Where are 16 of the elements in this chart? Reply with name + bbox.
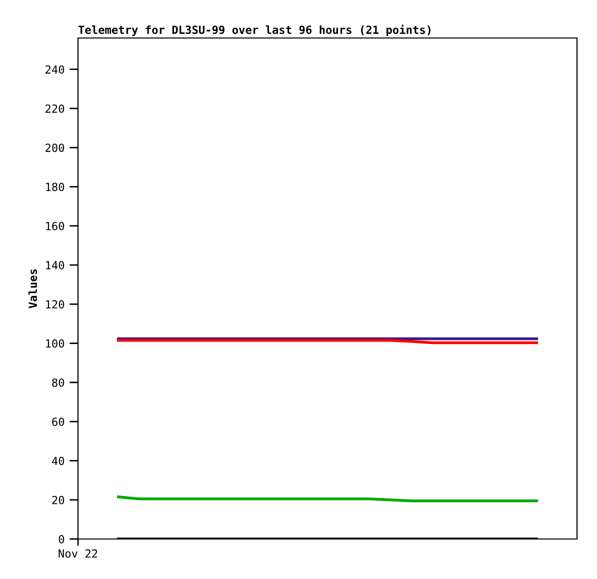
y-tick-label: 220: [46, 104, 64, 113]
y-axis-title: Values: [28, 269, 38, 308]
y-tick-label: 140: [46, 261, 64, 270]
y-tick-label: 80: [52, 378, 64, 387]
y-tick-label: 180: [46, 182, 64, 192]
chart-title: Telemetry for DL3SU-99 over last 96 hours (21 points): [78, 24, 430, 36]
y-tick-label: 240: [46, 65, 64, 74]
y-tick-label: 20: [52, 496, 64, 504]
y-tick-label: 100: [46, 339, 64, 348]
y-tick-label: 0: [58, 535, 64, 544]
text: Nov 22: [58, 549, 98, 558]
y-tick-label: 120: [46, 300, 64, 309]
y-tick-label: 40: [52, 456, 64, 466]
y-tick-label: 160: [46, 222, 64, 230]
y-tick-label: 200: [46, 144, 64, 152]
y-tick-label: 60: [52, 418, 64, 426]
